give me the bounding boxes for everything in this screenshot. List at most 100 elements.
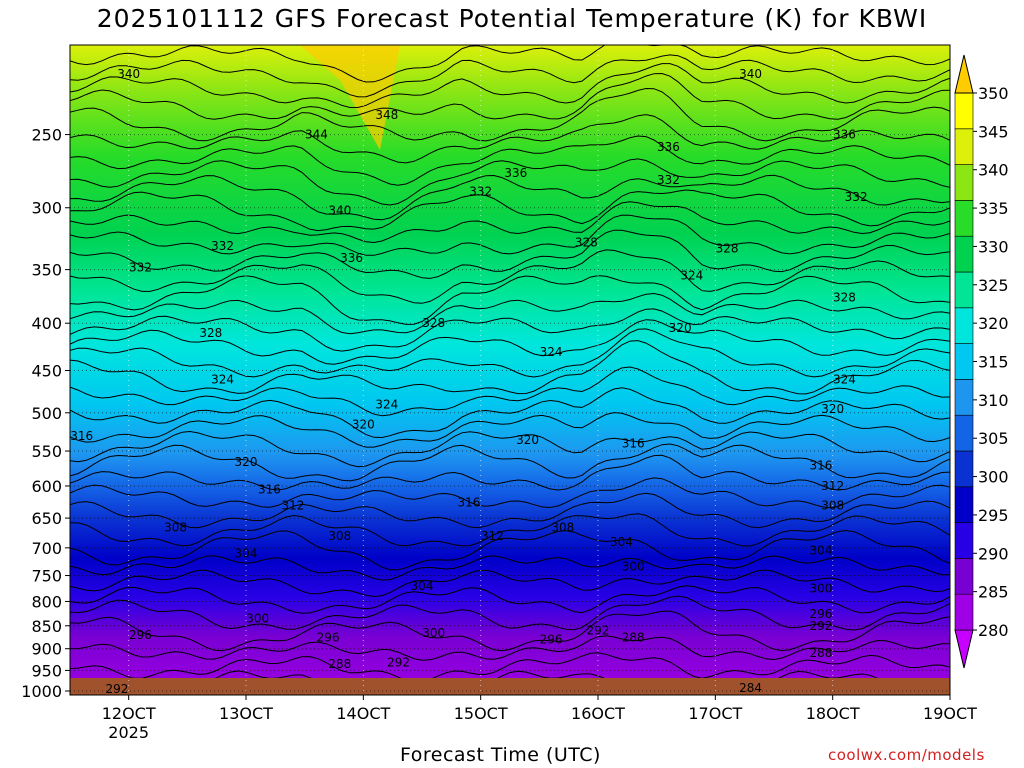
contour-label: 296: [540, 633, 563, 647]
contour-line: [70, 87, 950, 142]
y-tick-label: 950: [31, 661, 62, 680]
colorbar-label: 280: [978, 621, 1009, 640]
contour-line: [70, 670, 950, 695]
contour-line: [70, 340, 950, 395]
y-tick-label: 650: [31, 509, 62, 528]
contour-line: [70, 114, 950, 164]
contour-label: 312: [281, 499, 304, 513]
colorbar-segment: [954, 558, 974, 595]
contour-label: 332: [211, 239, 234, 253]
x-tick-label: 15OCT: [454, 704, 508, 723]
contour-label: 332: [129, 260, 152, 274]
colorbar-label: 335: [978, 199, 1009, 218]
colorbar-segment: [954, 92, 974, 130]
x-tick-label: 13OCT: [219, 704, 273, 723]
contour-label: 336: [340, 251, 363, 265]
contour-line: [70, 214, 950, 256]
contour-label: 336: [833, 128, 856, 142]
contour-label: 320: [352, 418, 375, 432]
contour-label: 292: [809, 619, 832, 633]
contour-label: 320: [821, 402, 844, 416]
source-credit: coolwx.com/models: [828, 746, 985, 764]
contour-line: [70, 249, 950, 304]
x-axis-label: Forecast Time (UTC): [400, 744, 601, 766]
colorbar-label: 315: [978, 353, 1009, 372]
colorbar-label: 310: [978, 391, 1009, 410]
contour-line: [70, 174, 950, 221]
contour-label: 332: [845, 190, 868, 204]
contour-line: [70, 610, 950, 652]
colorbar-segment: [954, 522, 974, 559]
colorbar-label: 290: [978, 544, 1009, 563]
contour-label: 324: [375, 398, 398, 412]
x-tick-label: 12OCT: [102, 704, 156, 723]
contour-label: 300: [622, 559, 645, 573]
contour-line: [70, 529, 950, 571]
colorbar-label: 350: [978, 84, 1009, 103]
contour-line: [70, 477, 950, 509]
contour-line: [70, 555, 950, 581]
colorbar-segment: [954, 486, 974, 523]
colorbar-label: 325: [978, 276, 1009, 295]
contour-label: 324: [540, 345, 563, 359]
y-axis: 250 300 350 400 450 500 550 600 650 700 750 800 850 9…: [21, 126, 70, 701]
contour-line: [70, 201, 950, 244]
colorbar-segment: [954, 128, 974, 165]
y-tick-label: 300: [31, 199, 62, 218]
colorbar-segment: [954, 235, 974, 273]
contour-label: 296: [317, 630, 340, 644]
contour-label: 316: [70, 429, 93, 443]
contour-label: 328: [422, 316, 445, 330]
contour-line: [70, 652, 950, 683]
contour-line: [70, 569, 950, 598]
contour-label: 308: [821, 499, 844, 513]
contour-label: 308: [551, 520, 574, 534]
grid-lines: [70, 45, 950, 695]
contour-label: 296: [129, 628, 152, 642]
contour-label: 332: [657, 173, 680, 187]
contour-label: 340: [739, 67, 762, 81]
contour-label: 324: [211, 372, 234, 386]
contour-line: [70, 275, 950, 325]
colorbar-segment: [954, 379, 974, 416]
x-axis: 12OCT 13OCT 14OCT 15OCT 16OCT 17OCT 18OCT 19OCT…: [102, 695, 977, 742]
colorbar-segment: [954, 200, 974, 237]
y-tick-label: 450: [31, 361, 62, 380]
ground-strip: [70, 678, 950, 695]
contour-line: [70, 292, 950, 335]
x-tick-label: 16OCT: [571, 704, 625, 723]
contour-labels: 340 344 348 340 336 336 332 332 336 332 340 336 332 3…: [70, 67, 868, 696]
contour-label: 316: [457, 495, 480, 509]
colorbar-label: 285: [978, 583, 1009, 602]
contour-line: [70, 45, 950, 83]
contour-line: [70, 72, 950, 120]
x-tick-label: 17OCT: [688, 704, 742, 723]
y-tick-label: 900: [31, 640, 62, 659]
y-tick-label: 700: [31, 539, 62, 558]
y-tick-label: 250: [31, 126, 62, 145]
contour-label: 292: [587, 623, 610, 637]
contour-label: 316: [809, 458, 832, 472]
contour-label: 328: [833, 290, 856, 304]
y-tick-label: 1000: [21, 682, 62, 701]
colorbar-label: 340: [978, 161, 1009, 180]
contour-label: 288: [622, 630, 645, 644]
contour-label: 292: [105, 682, 128, 696]
contour-line: [70, 54, 950, 98]
contour-line: [70, 63, 950, 108]
x-tick-label: 18OCT: [806, 704, 860, 723]
contour-line: [70, 158, 950, 206]
contour-label: 320: [235, 455, 258, 469]
contour-label: 316: [258, 482, 281, 496]
contour-line: [70, 366, 950, 417]
contour-line: [70, 585, 950, 614]
colorbar-label: 305: [978, 429, 1009, 448]
contour-line: [70, 595, 950, 631]
theta-contours: [70, 45, 950, 695]
contour-line: [70, 189, 950, 232]
contour-label: 308: [328, 529, 351, 543]
colorbar-segment: [954, 307, 974, 344]
contour-label: 300: [422, 626, 445, 640]
contour-label: 332: [469, 184, 492, 198]
